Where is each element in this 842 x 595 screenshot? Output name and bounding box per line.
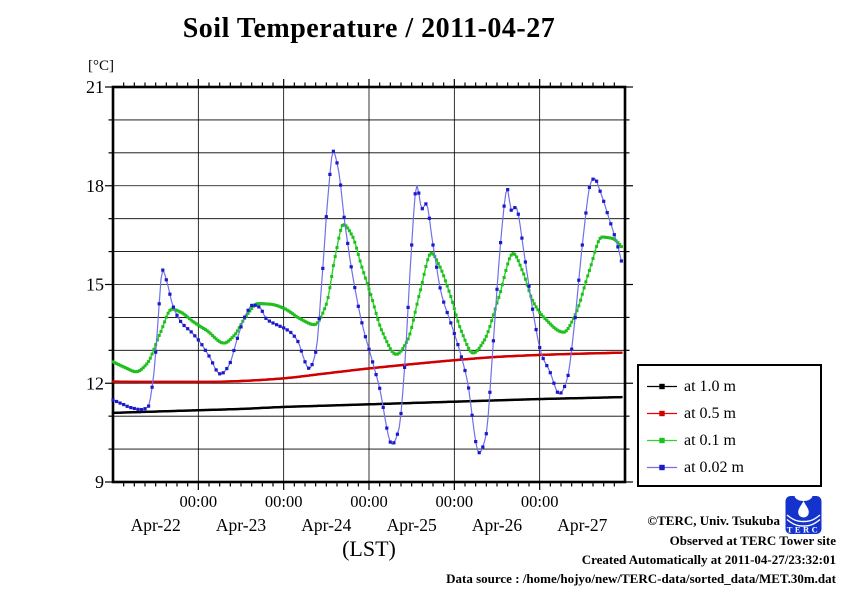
terc-logo-text: TERC bbox=[787, 525, 821, 535]
legend-item-0.02m: at 0.02 m bbox=[639, 454, 820, 481]
x-axis-midnight-label: 00:00 bbox=[350, 492, 388, 511]
legend-label-0.5m: at 0.5 m bbox=[684, 404, 736, 422]
footer-data-source: Data source : /home/hojyo/new/TERC-data/… bbox=[446, 571, 836, 586]
terc-logo: TERC bbox=[785, 495, 822, 535]
footer-credit: ©TERC, Univ. Tsukuba bbox=[647, 513, 780, 528]
series-line-at-0.5-m bbox=[113, 351, 622, 383]
series-markers-at-0.5-m bbox=[111, 351, 623, 384]
legend-marker-0.02m-icon bbox=[647, 464, 677, 471]
x-axis-label-lst: (LST) bbox=[342, 536, 396, 561]
series-line-at-0.02-m bbox=[112, 149, 622, 454]
legend-marker-1.0m-icon bbox=[647, 383, 677, 390]
y-axis-tick-label: 18 bbox=[86, 176, 104, 196]
x-axis-day-label: Apr-25 bbox=[387, 515, 437, 535]
x-axis-midnight-label: 00:00 bbox=[436, 492, 474, 511]
legend-label-0.1m: at 0.1 m bbox=[684, 431, 736, 449]
y-axis-tick-label: 21 bbox=[86, 77, 104, 97]
legend-label-1.0m: at 1.0 m bbox=[684, 377, 736, 395]
legend-label-0.02m: at 0.02 m bbox=[684, 458, 744, 476]
series-line-at-0.1-m bbox=[112, 223, 622, 373]
series-markers-at-0.02-m bbox=[111, 149, 623, 455]
y-axis-tick-label: 9 bbox=[95, 472, 104, 492]
y-axis-tick-label: 12 bbox=[86, 373, 104, 393]
x-axis-day-label: Apr-27 bbox=[557, 515, 607, 535]
x-axis-midnight-label: 00:00 bbox=[265, 492, 303, 511]
legend-item-0.1m: at 0.1 m bbox=[639, 427, 820, 454]
x-axis-day-label: Apr-24 bbox=[301, 515, 351, 535]
legend-item-0.5m: at 0.5 m bbox=[639, 400, 820, 427]
x-axis-day-label: Apr-26 bbox=[472, 515, 522, 535]
series-markers-at-0.1-m bbox=[111, 223, 623, 374]
axis-frame bbox=[111, 85, 627, 484]
y-axis-unit-label: [°C] bbox=[88, 58, 114, 74]
x-axis-midnight-label: 00:00 bbox=[521, 492, 559, 511]
footer-observed: Observed at TERC Tower site bbox=[669, 533, 836, 548]
x-axis-day-label: Apr-23 bbox=[216, 515, 266, 535]
y-axis-tick-label: 15 bbox=[86, 275, 104, 295]
legend-item-1.0m: at 1.0 m bbox=[639, 373, 820, 400]
x-axis-midnight-label: 00:00 bbox=[180, 492, 218, 511]
legend: at 1.0 m at 0.5 m at 0.1 m at 0.02 m bbox=[637, 364, 822, 487]
series-markers-at-1.0-m bbox=[111, 395, 623, 415]
legend-marker-0.1m-icon bbox=[647, 437, 677, 444]
x-axis-day-label: Apr-22 bbox=[131, 515, 181, 535]
chart-title: Soil Temperature / 2011-04-27 bbox=[182, 13, 556, 44]
legend-marker-0.5m-icon bbox=[647, 410, 677, 417]
footer-created-timestamp: Created Automatically at 2011-04-27/23:3… bbox=[581, 552, 836, 567]
